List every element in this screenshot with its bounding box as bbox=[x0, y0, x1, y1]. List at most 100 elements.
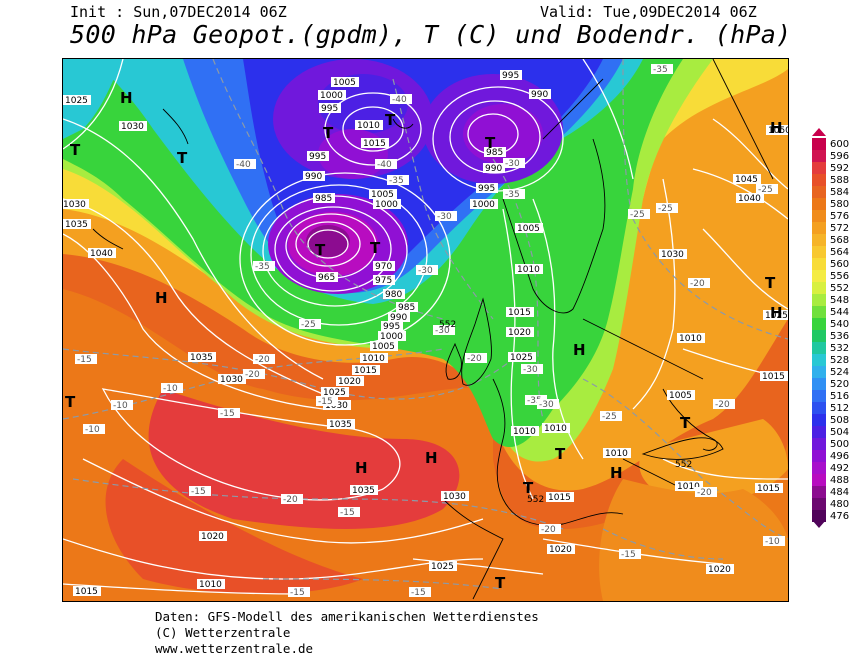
legend-swatch bbox=[812, 402, 826, 414]
isobar-label-text: 1050 bbox=[768, 126, 788, 136]
isobar-label: 1025 bbox=[763, 310, 788, 321]
legend-level-label: 576 bbox=[830, 211, 850, 222]
isotherm-label-text: -15 bbox=[220, 409, 235, 419]
legend-bar bbox=[812, 128, 826, 528]
isobar-label-text: 1005 bbox=[669, 391, 692, 401]
isotherm-label: -15 bbox=[288, 587, 310, 598]
isobar-label-text: 990 bbox=[531, 90, 548, 100]
isobar-label: 985 bbox=[484, 147, 506, 158]
isotherm-label-text: -35 bbox=[527, 396, 542, 406]
legend-swatch bbox=[812, 186, 826, 198]
low-pressure-marker-text: T bbox=[70, 141, 81, 159]
isobar-label-text: 1030 bbox=[220, 375, 243, 385]
legend-level-label: 500 bbox=[830, 439, 850, 450]
high-pressure-marker-text: H bbox=[355, 459, 368, 477]
coastlines bbox=[92, 59, 774, 600]
weather-map: 1005 995 990 1000 995 1010 1015 995 985 990 990 995… bbox=[62, 58, 789, 602]
isobar-label: 1010 bbox=[197, 579, 225, 590]
footer-copyright: (C) Wetterzentrale bbox=[155, 625, 291, 640]
isobar-label-text: 985 bbox=[486, 148, 503, 158]
isobar-label: 1005 bbox=[370, 341, 398, 352]
geopotential-label-text: 552 bbox=[527, 495, 544, 505]
isobar-label: 995 bbox=[476, 183, 498, 194]
isotherm-label: -25 bbox=[656, 203, 678, 214]
legend-swatch bbox=[812, 270, 826, 282]
isobar-label: 1015 bbox=[352, 365, 380, 376]
isotherm-label-text: -10 bbox=[113, 401, 128, 411]
isotherm-label: -30 bbox=[503, 158, 525, 169]
isotherm-label-text: -30 bbox=[539, 400, 554, 410]
isobar-label: 1030 bbox=[218, 374, 246, 385]
isotherm-label-text: -25 bbox=[301, 320, 316, 330]
isobar-label: 1030 bbox=[659, 249, 687, 260]
isotherm-label-text: -15 bbox=[290, 588, 305, 598]
legend-level-label: 580 bbox=[830, 199, 850, 210]
isobar-label: 1050 bbox=[766, 125, 788, 136]
isobar-label-text: 1045 bbox=[735, 175, 758, 185]
isotherm-label-text: -10 bbox=[85, 425, 100, 435]
legend-level-label: 532 bbox=[830, 343, 850, 354]
low-pressure-marker-text: T bbox=[65, 393, 76, 411]
isobar-label-text: 1035 bbox=[65, 220, 88, 230]
legend-level-label: 552 bbox=[830, 283, 850, 294]
isobar-label: 1015 bbox=[755, 483, 783, 494]
isobar-label-text: 1010 bbox=[677, 482, 700, 492]
legend-swatch bbox=[812, 306, 826, 318]
isobar-label-text: 995 bbox=[309, 152, 326, 162]
isobar-label-text: 995 bbox=[383, 322, 400, 332]
low-pressure-marker: T bbox=[385, 111, 396, 129]
isobar-label-text: 980 bbox=[385, 290, 402, 300]
isobar-label: 1015 bbox=[73, 586, 101, 597]
high-pressure-marker-text: H bbox=[770, 119, 783, 137]
isotherm-label: -20 bbox=[695, 487, 717, 498]
low-pressure-marker-text: T bbox=[385, 111, 396, 129]
isotherm-label: -20 bbox=[253, 354, 275, 365]
isobar-label-text: 1010 bbox=[357, 121, 380, 131]
isotherm-label-text: -30 bbox=[523, 365, 538, 375]
high-pressure-marker-text: H bbox=[573, 341, 586, 359]
init-time: Init : Sun,07DEC2014 06Z bbox=[70, 3, 287, 21]
legend-swatch bbox=[812, 174, 826, 186]
low-pressure-marker-text: T bbox=[315, 241, 326, 259]
isobar-label-text: 1030 bbox=[121, 122, 144, 132]
isobar-label-text: 1020 bbox=[201, 532, 224, 542]
isobar-label: 995 bbox=[319, 103, 341, 114]
isobar-label-text: 1015 bbox=[363, 139, 386, 149]
isobar-label: 985 bbox=[396, 302, 418, 313]
isotherm-label-text: -40 bbox=[236, 160, 251, 170]
isotherm-label-text: -25 bbox=[630, 210, 645, 220]
isobar-label: 1035 bbox=[327, 419, 355, 430]
low-pressure-marker: T bbox=[485, 134, 496, 152]
legend-swatch bbox=[812, 210, 826, 222]
legend-level-label: 476 bbox=[830, 511, 850, 522]
legend-level-label: 480 bbox=[830, 499, 850, 510]
isobar-label: 1000 bbox=[378, 331, 406, 342]
isobar-label: 995 bbox=[381, 321, 403, 332]
isotherm-label-text: -20 bbox=[255, 355, 270, 365]
low-pressure-marker: T bbox=[523, 479, 534, 497]
high-pressure-marker: H bbox=[120, 89, 133, 107]
legend-level-label: 596 bbox=[830, 151, 850, 162]
legend-level-label: 544 bbox=[830, 307, 850, 318]
isotherm-label: -10 bbox=[161, 383, 183, 394]
isotherm-label-text: -15 bbox=[621, 550, 636, 560]
isotherm-label-text: -15 bbox=[340, 508, 355, 518]
isobar-label-text: 1035 bbox=[329, 420, 352, 430]
contour-labels: 552 552 552 bbox=[439, 320, 692, 505]
isotherm-label: -30 bbox=[416, 265, 438, 276]
isobar-label: 990 bbox=[529, 89, 551, 100]
isobar-label: 1005 bbox=[369, 189, 397, 200]
temperature-labels: -40-35-40 -40-35-30-35-30 -25-25-25-35 -30-… bbox=[75, 64, 785, 598]
legend-swatch bbox=[812, 138, 826, 150]
high-pressure-marker-text: H bbox=[425, 449, 438, 467]
low-pressure-marker: T bbox=[495, 574, 506, 592]
high-pressure-marker-text: H bbox=[770, 304, 783, 322]
legend-level-label: 528 bbox=[830, 355, 850, 366]
legend-swatch bbox=[812, 414, 826, 426]
isobar-label: 990 bbox=[483, 163, 505, 174]
legend-swatch bbox=[812, 354, 826, 366]
isobar-label: 1030 bbox=[63, 199, 89, 210]
isobar-label-text: 1025 bbox=[65, 96, 88, 106]
isotherm-label: -25 bbox=[600, 411, 622, 422]
isobar-label: 1015 bbox=[546, 492, 574, 503]
